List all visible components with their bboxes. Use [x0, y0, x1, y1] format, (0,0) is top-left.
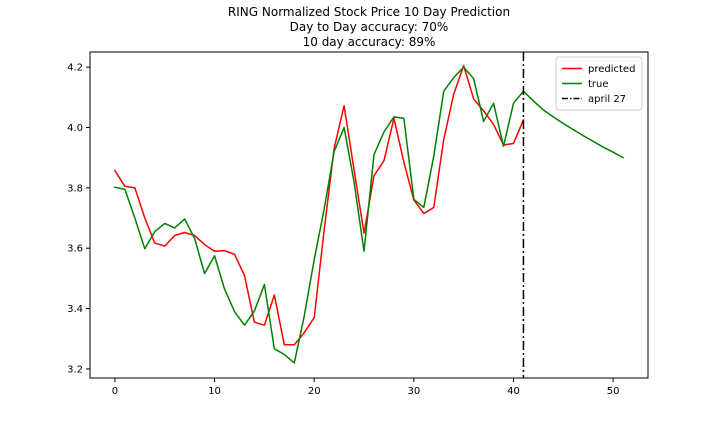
chart-title-line-1: RING Normalized Stock Price 10 Day Predi… — [228, 5, 510, 19]
y-tick-label: 3.4 — [67, 304, 83, 315]
legend-frame — [555, 56, 643, 111]
x-tick-label: 20 — [308, 386, 321, 397]
x-tick-label: 40 — [507, 386, 520, 397]
y-tick-label: 3.6 — [67, 244, 83, 255]
y-tick-label: 3.8 — [67, 183, 83, 194]
chart-title-line-3: 10 day accuracy: 89% — [303, 35, 436, 49]
x-tick-label: 50 — [607, 386, 620, 397]
x-tick-label: 30 — [407, 386, 420, 397]
y-axis: 3.2 3.4 3.6 3.8 4.0 4.2 — [67, 63, 90, 375]
chart-title-line-2: Day to Day accuracy: 70% — [290, 20, 449, 34]
series-layer — [113, 64, 625, 364]
plot-area-frame — [89, 51, 649, 379]
x-tick-label: 10 — [208, 386, 221, 397]
chart-title: RING Normalized Stock Price 10 Day Predi… — [228, 5, 510, 49]
series-line-predicted — [113, 64, 525, 346]
legend-label: true — [588, 79, 609, 90]
y-tick-label: 4.2 — [67, 63, 83, 74]
y-tick-label: 3.2 — [67, 364, 83, 375]
x-tick-label: 0 — [112, 386, 118, 397]
series-line-true — [114, 66, 625, 364]
legend-label: predicted — [588, 64, 635, 75]
x-axis: 0 10 20 30 40 50 — [112, 378, 620, 397]
legend: predicted true april 27 — [555, 56, 643, 111]
legend-label: april 27 — [588, 94, 626, 105]
y-tick-label: 4.0 — [67, 123, 83, 134]
